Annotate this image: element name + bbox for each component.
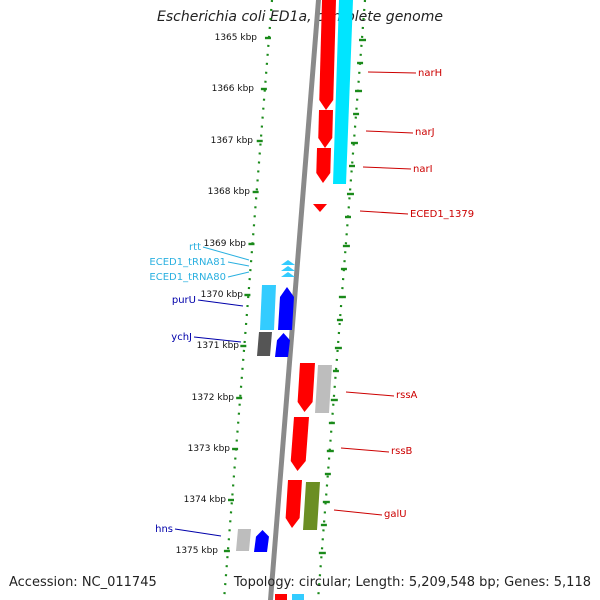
bottom-red-stub <box>275 594 287 600</box>
feature-rssB <box>290 417 309 471</box>
gene-label-ECED1_tRNA80[interactable]: ECED1_tRNA80 <box>149 272 226 283</box>
feature-hns-gray <box>236 529 251 551</box>
gene-label-galU[interactable]: galU <box>384 509 407 520</box>
leader-hns <box>174 528 222 537</box>
leader-ychJ <box>193 336 242 343</box>
dotted-track-right <box>316 0 367 600</box>
map-title: Escherichia coli ED1a, complete genome <box>157 9 443 25</box>
rna-strand-top <box>333 0 353 184</box>
feature-hns <box>254 530 269 552</box>
feature-narI <box>316 148 331 183</box>
gene-label-ECED1_tRNA81[interactable]: ECED1_tRNA81 <box>149 257 226 268</box>
feature-galU <box>285 480 302 528</box>
leader-narJ <box>365 130 414 134</box>
feature-galU-olive <box>303 482 320 530</box>
tick-label-1371: 1371 kbp <box>197 341 240 351</box>
gene-features <box>236 0 336 552</box>
feature-narJ <box>318 110 333 148</box>
bottom-cyan-stub <box>292 594 304 600</box>
feature-ECED1_1379 <box>313 204 327 212</box>
feature-rtt <box>281 260 295 265</box>
genome-backbone <box>268 0 321 600</box>
gene-label-ECED1_1379[interactable]: ECED1_1379 <box>410 209 474 220</box>
leader-ECED1_1379 <box>359 210 409 215</box>
accession-label: Accession: NC_011745 <box>9 575 157 590</box>
gene-label-narI[interactable]: narI <box>413 164 433 175</box>
gene-label-rssA[interactable]: rssA <box>396 390 418 401</box>
topology-label: Topology: circular; Length: 5,209,548 bp… <box>233 575 591 590</box>
feature-ychJ-box <box>257 332 272 356</box>
feature-purU-box <box>260 285 276 330</box>
tick-label-1373: 1373 kbp <box>188 444 231 454</box>
tick-label-1375: 1375 kbp <box>176 546 219 556</box>
feature-tRNA81 <box>281 266 295 271</box>
feature-purU <box>278 287 294 330</box>
leader-rtt <box>202 246 250 261</box>
tick-label-1370: 1370 kbp <box>201 290 244 300</box>
leader-rssA <box>345 391 395 397</box>
tick-label-1365: 1365 kbp <box>215 33 258 43</box>
leader-galU <box>333 509 383 516</box>
gene-label-purU[interactable]: purU <box>172 295 196 306</box>
feature-narG-fragment <box>319 0 336 110</box>
tick-label-1367: 1367 kbp <box>211 136 254 146</box>
gene-label-hns[interactable]: hns <box>155 524 173 535</box>
feature-rssA-gray <box>315 365 332 413</box>
tick-label-1374: 1374 kbp <box>184 495 227 505</box>
scale-ticks <box>223 36 367 555</box>
label-leaders <box>174 71 417 537</box>
gene-label-narH[interactable]: narH <box>418 68 442 79</box>
leader-rssB <box>340 447 390 453</box>
gene-label-ychJ[interactable]: ychJ <box>171 332 192 343</box>
dotted-tracks <box>222 0 367 600</box>
gene-label-rtt[interactable]: rtt <box>189 242 201 253</box>
tick-label-1369: 1369 kbp <box>204 239 247 249</box>
gene-label-rssB[interactable]: rssB <box>391 446 413 457</box>
tick-label-1372: 1372 kbp <box>192 393 235 403</box>
leader-narH <box>367 71 417 74</box>
tick-label-1368: 1368 kbp <box>208 187 251 197</box>
leader-narI <box>362 166 412 170</box>
feature-ychJ <box>275 333 290 357</box>
leader-tRNA81 <box>227 261 250 267</box>
gene-label-narJ[interactable]: narJ <box>415 127 435 138</box>
leader-tRNA80 <box>227 271 250 278</box>
tick-label-1366: 1366 kbp <box>212 84 255 94</box>
feature-rssA <box>297 363 315 412</box>
leader-purU <box>197 299 244 307</box>
dotted-track-left <box>222 0 274 600</box>
feature-tRNA80 <box>281 272 295 277</box>
